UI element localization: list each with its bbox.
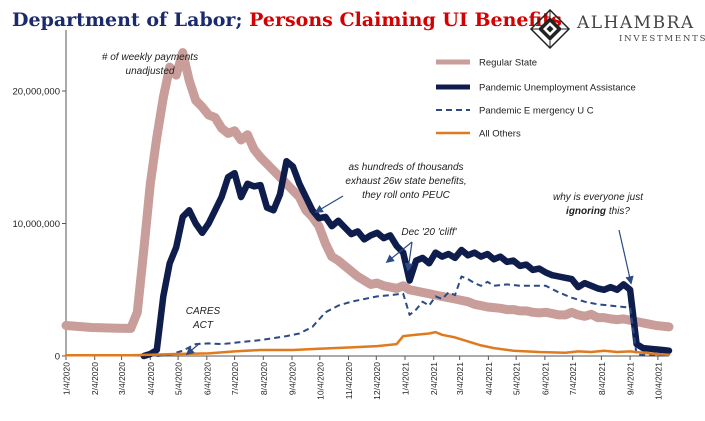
series-line-2 xyxy=(156,275,670,357)
x-tick-label: 7/4/2021 xyxy=(568,362,578,395)
x-tick-label: 8/4/2021 xyxy=(597,362,607,395)
x-tick-label: 5/4/2020 xyxy=(174,362,184,395)
x-tick-label: 9/4/2020 xyxy=(288,362,298,395)
legend-label: Regular State xyxy=(479,58,537,69)
title-part-2: Persons Claiming UI Benefits xyxy=(249,9,562,31)
x-tick-label: 1/4/2021 xyxy=(401,362,411,395)
series-line-0 xyxy=(61,48,674,333)
diamond-pattern-icon xyxy=(529,8,571,50)
series-layer xyxy=(61,48,674,360)
logo-subtitle: INVESTMENTS xyxy=(619,34,705,44)
annotation-line: ACT xyxy=(192,320,214,331)
annotation-arrow xyxy=(185,342,201,356)
legend-label: Pandemic E mergency U C xyxy=(479,106,594,117)
y-tick-label: 10,000,000 xyxy=(12,219,60,230)
peuc-note: as hundreds of thousands exhaust 26w stat… xyxy=(345,162,466,201)
annotation-line: ignoring this? xyxy=(566,206,630,217)
x-tick-label: 5/4/2021 xyxy=(512,362,522,395)
x-tick-label: 2/4/2020 xyxy=(90,362,100,395)
x-tick-label: 4/4/2021 xyxy=(484,362,494,395)
x-tick-label: 2/4/2021 xyxy=(429,362,439,395)
annotation-line: as hundreds of thousands xyxy=(348,162,463,173)
x-tick-label: 3/4/2021 xyxy=(455,362,465,395)
x-tick-label: 6/4/2021 xyxy=(540,362,550,395)
series-line-3 xyxy=(64,330,671,357)
annotation-arrow xyxy=(385,241,413,264)
x-tick-label: 8/4/2020 xyxy=(259,362,269,395)
annotation-text: this? xyxy=(606,206,630,217)
annotation-arrow xyxy=(314,195,344,213)
annotation-line: they roll onto PEUC xyxy=(362,190,451,201)
title-part-1: Department of Labor; xyxy=(12,9,243,31)
annotation-arrow xyxy=(618,229,634,285)
annotation-line: exhaust 26w state benefits, xyxy=(345,176,466,187)
axes: 0 10,000,000 20,000,000 1/4/2020 2/4/2020 3/4… xyxy=(12,30,669,400)
cliff-note: Dec '20 'cliff' xyxy=(401,227,457,238)
legend-label: Pandemic Unemployment Assistance xyxy=(479,83,636,94)
cares-note: CARES ACT xyxy=(186,306,221,331)
annotation-arrow xyxy=(404,241,414,272)
y-tick-label: 0 xyxy=(55,352,60,363)
x-tick-label: 7/4/2020 xyxy=(230,362,240,395)
y-tick-label: 20,000,000 xyxy=(12,87,60,98)
chart-title: Department of Labor; Persons Claiming UI… xyxy=(12,9,562,31)
x-tick-label: 10/4/2021 xyxy=(653,362,663,400)
annotation-line: # of weekly payments xyxy=(102,52,198,63)
x-tick-label: 4/4/2020 xyxy=(146,362,156,395)
payments-note: # of weekly payments unadjusted xyxy=(102,52,198,77)
x-tick-label: 3/4/2020 xyxy=(117,362,127,395)
annotation-bold-text: ignoring xyxy=(566,206,606,217)
x-tick-label: 1/4/2020 xyxy=(62,362,72,395)
x-tick-label: 6/4/2020 xyxy=(202,362,212,395)
annotation-line: why is everyone just xyxy=(553,192,644,203)
annotations: # of weekly payments unadjusted as hundred… xyxy=(102,52,644,356)
x-tick-label: 9/4/2021 xyxy=(626,362,636,395)
logo-name: ALHAMBRA xyxy=(577,13,695,33)
annotation-line: CARES xyxy=(186,306,221,317)
legend-label: All Others xyxy=(479,129,521,140)
legend: Regular State Pandemic Unemployment Assis… xyxy=(436,58,636,140)
x-tick-label: 10/4/2020 xyxy=(315,362,325,400)
annotation-line: unadjusted xyxy=(126,66,175,77)
x-tick-label: 12/4/2020 xyxy=(372,362,382,400)
annotation-line: Dec '20 'cliff' xyxy=(401,227,457,238)
ignoring-note: why is everyone just ignoring this? xyxy=(553,192,644,217)
alhambra-logo: ALHAMBRA INVESTMENTS xyxy=(527,8,705,50)
x-tick-label: 11/4/2020 xyxy=(344,362,354,399)
